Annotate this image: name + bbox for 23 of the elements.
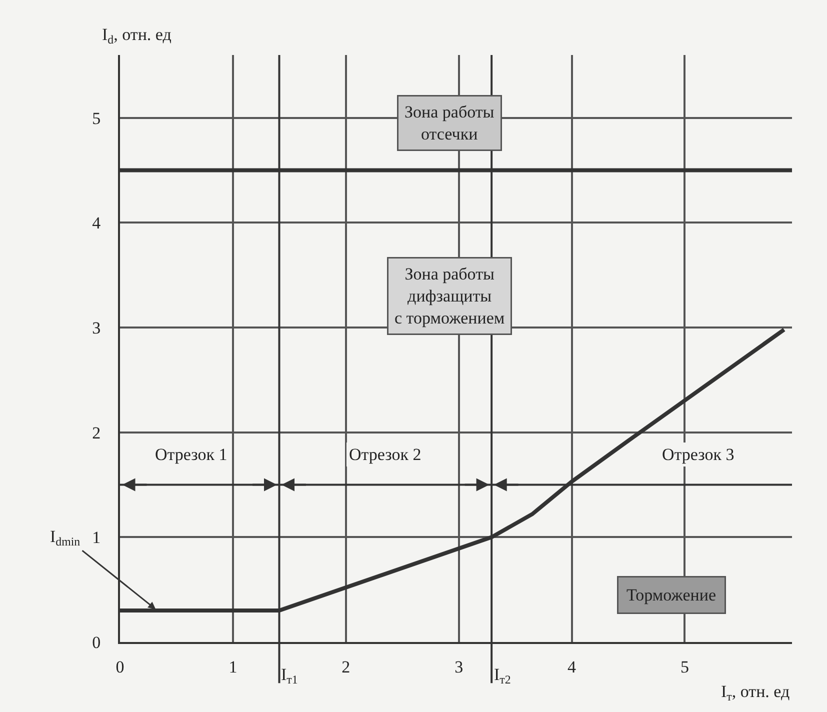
- x-tick-label: 0: [116, 657, 124, 676]
- x-tick-label: 1: [228, 657, 238, 676]
- annotation: Торможение: [626, 586, 716, 604]
- y-tick-label: 1: [92, 528, 101, 548]
- annotation: Отрезок 1: [155, 445, 228, 464]
- y-axis-title: I$_{d}$, отн. ед: [102, 25, 172, 47]
- ref-line-label: I$_{т2}$: [494, 665, 511, 687]
- annotation: Зона работы отсечки: [404, 102, 495, 144]
- x-tick-label: 4: [568, 657, 577, 676]
- annotation: Отрезок 2: [349, 445, 422, 464]
- x-tick-label: 5: [680, 657, 689, 676]
- y-tick-label: 5: [92, 108, 101, 128]
- y-tick-label: 4: [92, 214, 102, 233]
- x-tick-label: 3: [454, 657, 464, 676]
- annotation: Отрезок 3: [662, 445, 734, 464]
- y-tick-label: 2: [92, 423, 101, 442]
- annotation: Зона работы дифзащиты с торможением: [394, 264, 505, 328]
- y-tick-label: 3: [92, 318, 101, 338]
- annotation: I$_{dmin}$: [50, 527, 80, 549]
- y-tick-label: 0: [92, 632, 101, 652]
- x-tick-label: 2: [342, 657, 350, 676]
- ref-line-label: I$_{т1}$: [281, 665, 298, 687]
- x-axis-title: I$_{т}$, отн. ед: [721, 682, 790, 704]
